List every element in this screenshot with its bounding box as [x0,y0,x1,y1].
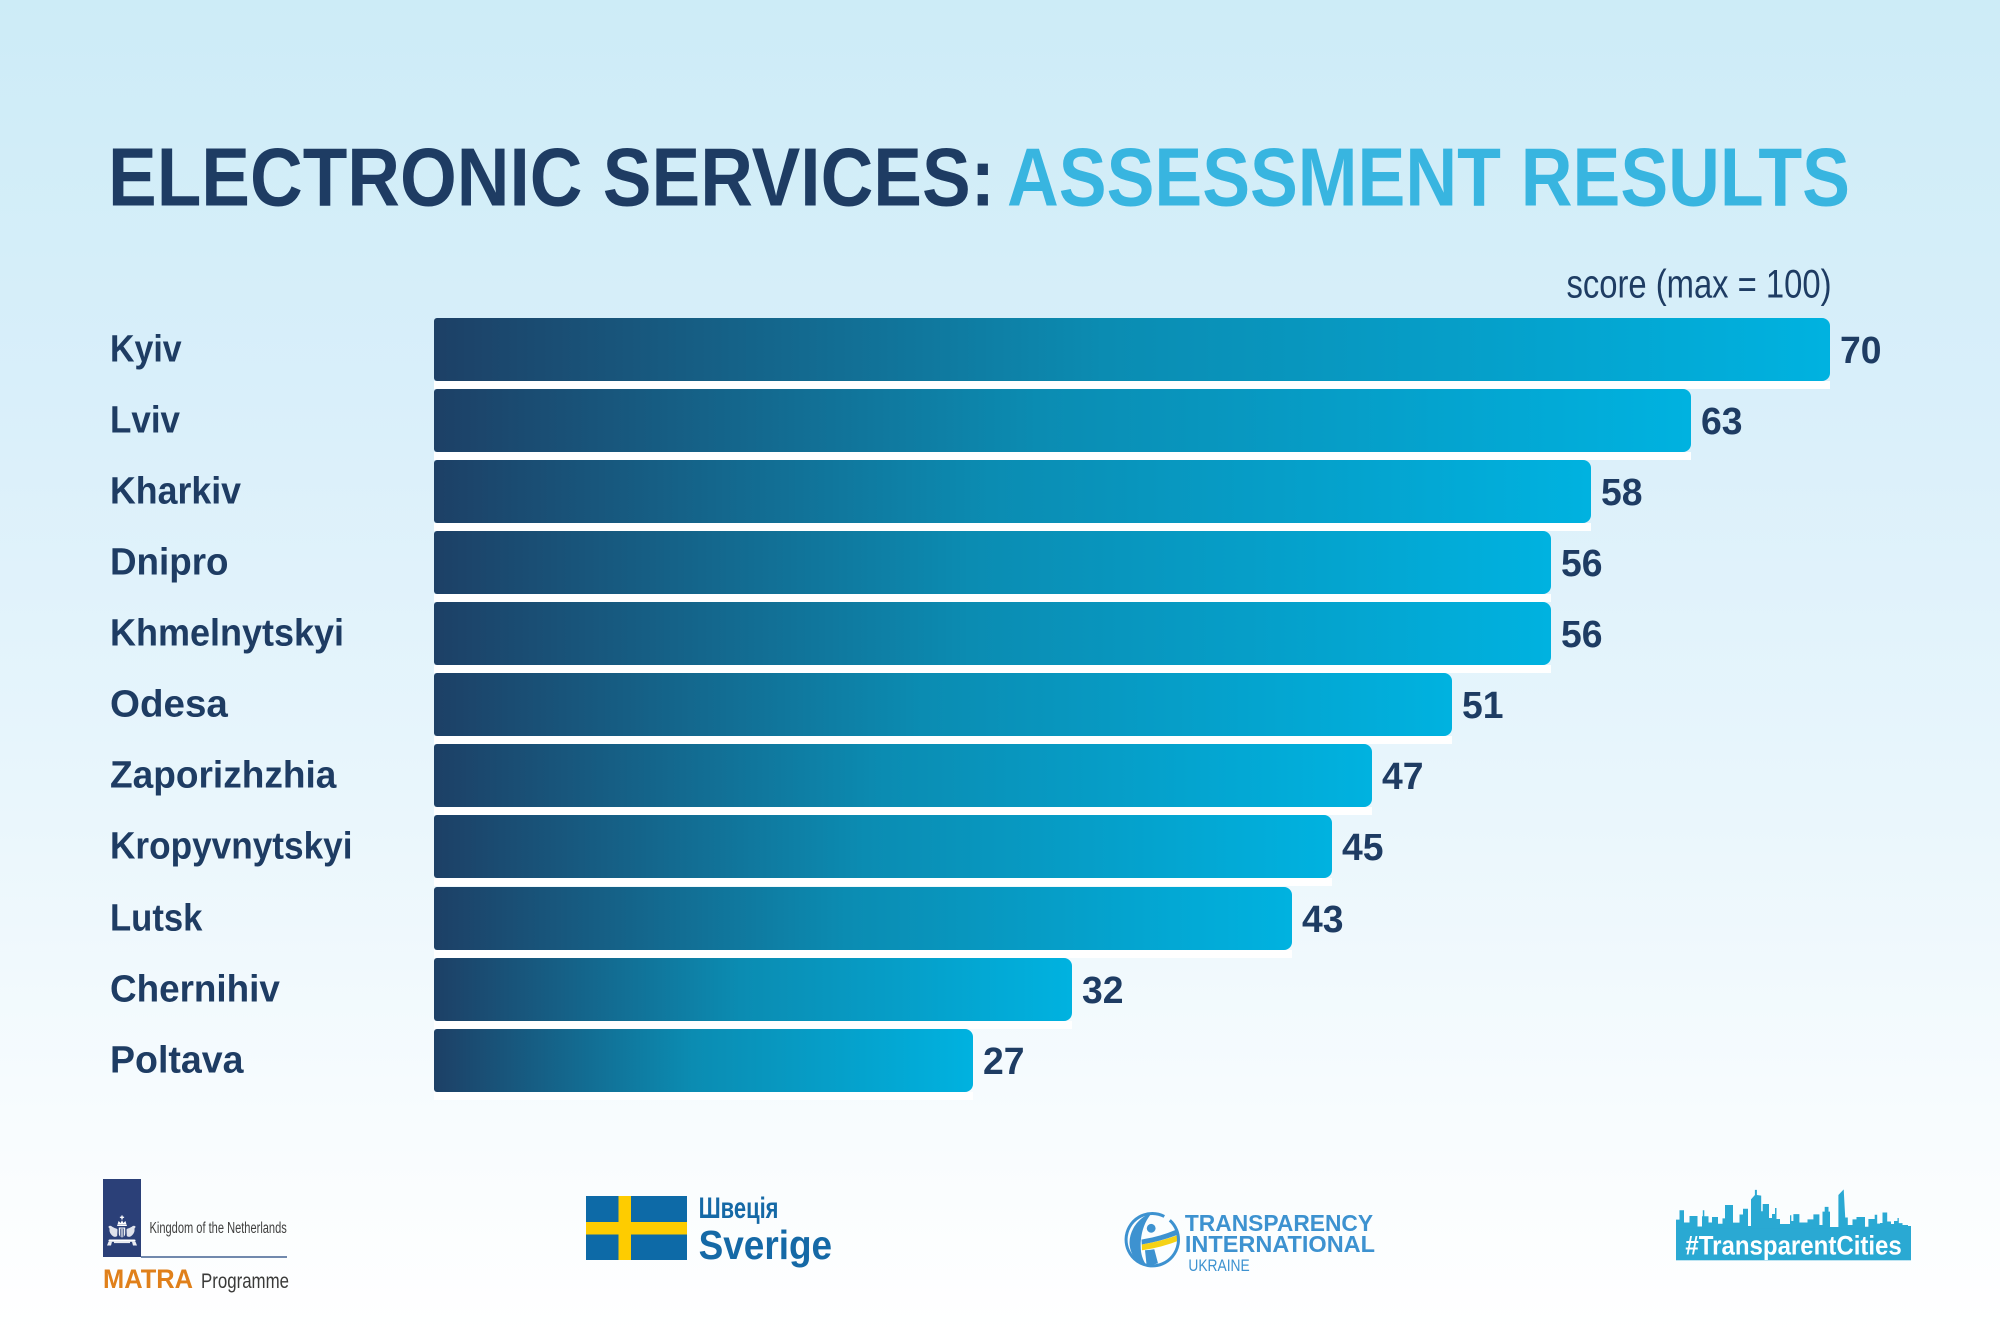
svg-text:ASSESSMENT RESULTS: ASSESSMENT RESULTS [1007,130,1850,223]
svg-text:Sverige: Sverige [699,1222,833,1268]
svg-text:Kyiv: Kyiv [110,328,182,370]
svg-text:51: 51 [1462,684,1504,727]
svg-text:43: 43 [1302,898,1344,941]
svg-text:#TransparentCities: #TransparentCities [1685,1231,1901,1261]
svg-text:Odesa: Odesa [110,683,229,725]
svg-text:MATRA: MATRA [103,1264,193,1294]
svg-text:63: 63 [1701,400,1743,443]
svg-text:Kropyvnytskyi: Kropyvnytskyi [110,825,353,867]
svg-text:Programme: Programme [201,1269,289,1293]
svg-text:32: 32 [1082,969,1124,1012]
svg-text:56: 56 [1561,542,1603,585]
svg-text:ELECTRONIC SERVICES:: ELECTRONIC SERVICES: [108,130,995,223]
svg-text:TRANSPARENCY: TRANSPARENCY [1185,1210,1373,1236]
svg-text:INTERNATIONAL: INTERNATIONAL [1185,1231,1375,1257]
svg-text:Kharkiv: Kharkiv [110,470,241,512]
svg-text:Dnipro: Dnipro [110,541,229,583]
svg-text:Zaporizhzhia: Zaporizhzhia [110,754,337,796]
svg-text:Khmelnytskyi: Khmelnytskyi [110,612,344,654]
svg-text:Lviv: Lviv [110,399,180,441]
svg-text:Poltava: Poltava [110,1039,245,1081]
svg-text:56: 56 [1561,613,1603,656]
svg-text:Швеція: Швеція [699,1192,779,1225]
svg-text:47: 47 [1382,755,1424,798]
svg-text:score (max = 100): score (max = 100) [1567,263,1832,307]
svg-text:27: 27 [983,1040,1025,1083]
svg-text:45: 45 [1342,826,1384,869]
svg-text:Kingdom of the Netherlands: Kingdom of the Netherlands [150,1220,287,1237]
svg-text:Chernihiv: Chernihiv [110,968,280,1010]
svg-text:UKRAINE: UKRAINE [1188,1257,1249,1275]
svg-text:70: 70 [1840,329,1882,372]
svg-text:58: 58 [1601,471,1643,514]
svg-text:Lutsk: Lutsk [110,897,202,939]
